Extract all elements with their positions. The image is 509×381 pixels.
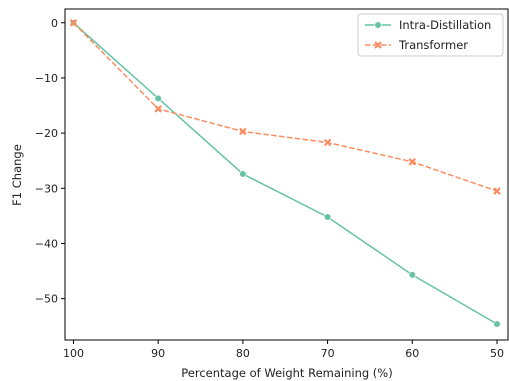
data-point-2: [69, 19, 78, 27]
plot-frame: [64, 8, 509, 341]
legend-swatch-marker: [374, 21, 382, 29]
x-tick-label: 80: [236, 347, 250, 360]
series-layer: [69, 19, 501, 328]
legend-label: Transformer: [398, 38, 468, 52]
data-point-1: [239, 170, 247, 178]
legend: Intra-Distillation Transformer: [357, 13, 504, 57]
x-tick-label: 90: [151, 347, 165, 360]
y-tick-label: −40: [35, 237, 58, 250]
y-tick-label: −30: [35, 182, 58, 195]
y-tick-label: −10: [35, 72, 58, 85]
data-point-2: [154, 105, 162, 113]
data-point-1: [323, 213, 332, 221]
data-point-2: [323, 138, 332, 147]
y-axis-ticks: 0 −10 −20 −30 −40 −50: [35, 17, 65, 306]
y-axis-label: F1 Change: [10, 144, 24, 206]
x-tick-label: 60: [405, 347, 419, 360]
y-tick-label: 0: [51, 17, 58, 30]
legend-swatch-marker: [374, 41, 382, 49]
legend-label: Intra-Distillation: [399, 18, 491, 32]
legend-box: [357, 13, 504, 57]
data-point-1: [408, 271, 416, 279]
series-line-1: [72, 22, 498, 325]
x-tick-label: 100: [63, 347, 84, 360]
data-point-1: [493, 320, 501, 328]
data-point-1: [154, 94, 162, 102]
x-axis-ticks: 100 90 80 70 60 50: [63, 340, 504, 360]
y-tick-label: −20: [35, 127, 58, 140]
data-point-2: [493, 187, 501, 195]
x-axis-label: Percentage of Weight Remaining (%): [181, 366, 392, 380]
series-line-2: [72, 22, 498, 192]
data-point-2: [239, 127, 247, 136]
y-tick-label: −50: [35, 293, 58, 306]
x-tick-label: 50: [490, 347, 504, 360]
data-point-2: [408, 158, 417, 166]
x-tick-label: 70: [321, 347, 335, 360]
